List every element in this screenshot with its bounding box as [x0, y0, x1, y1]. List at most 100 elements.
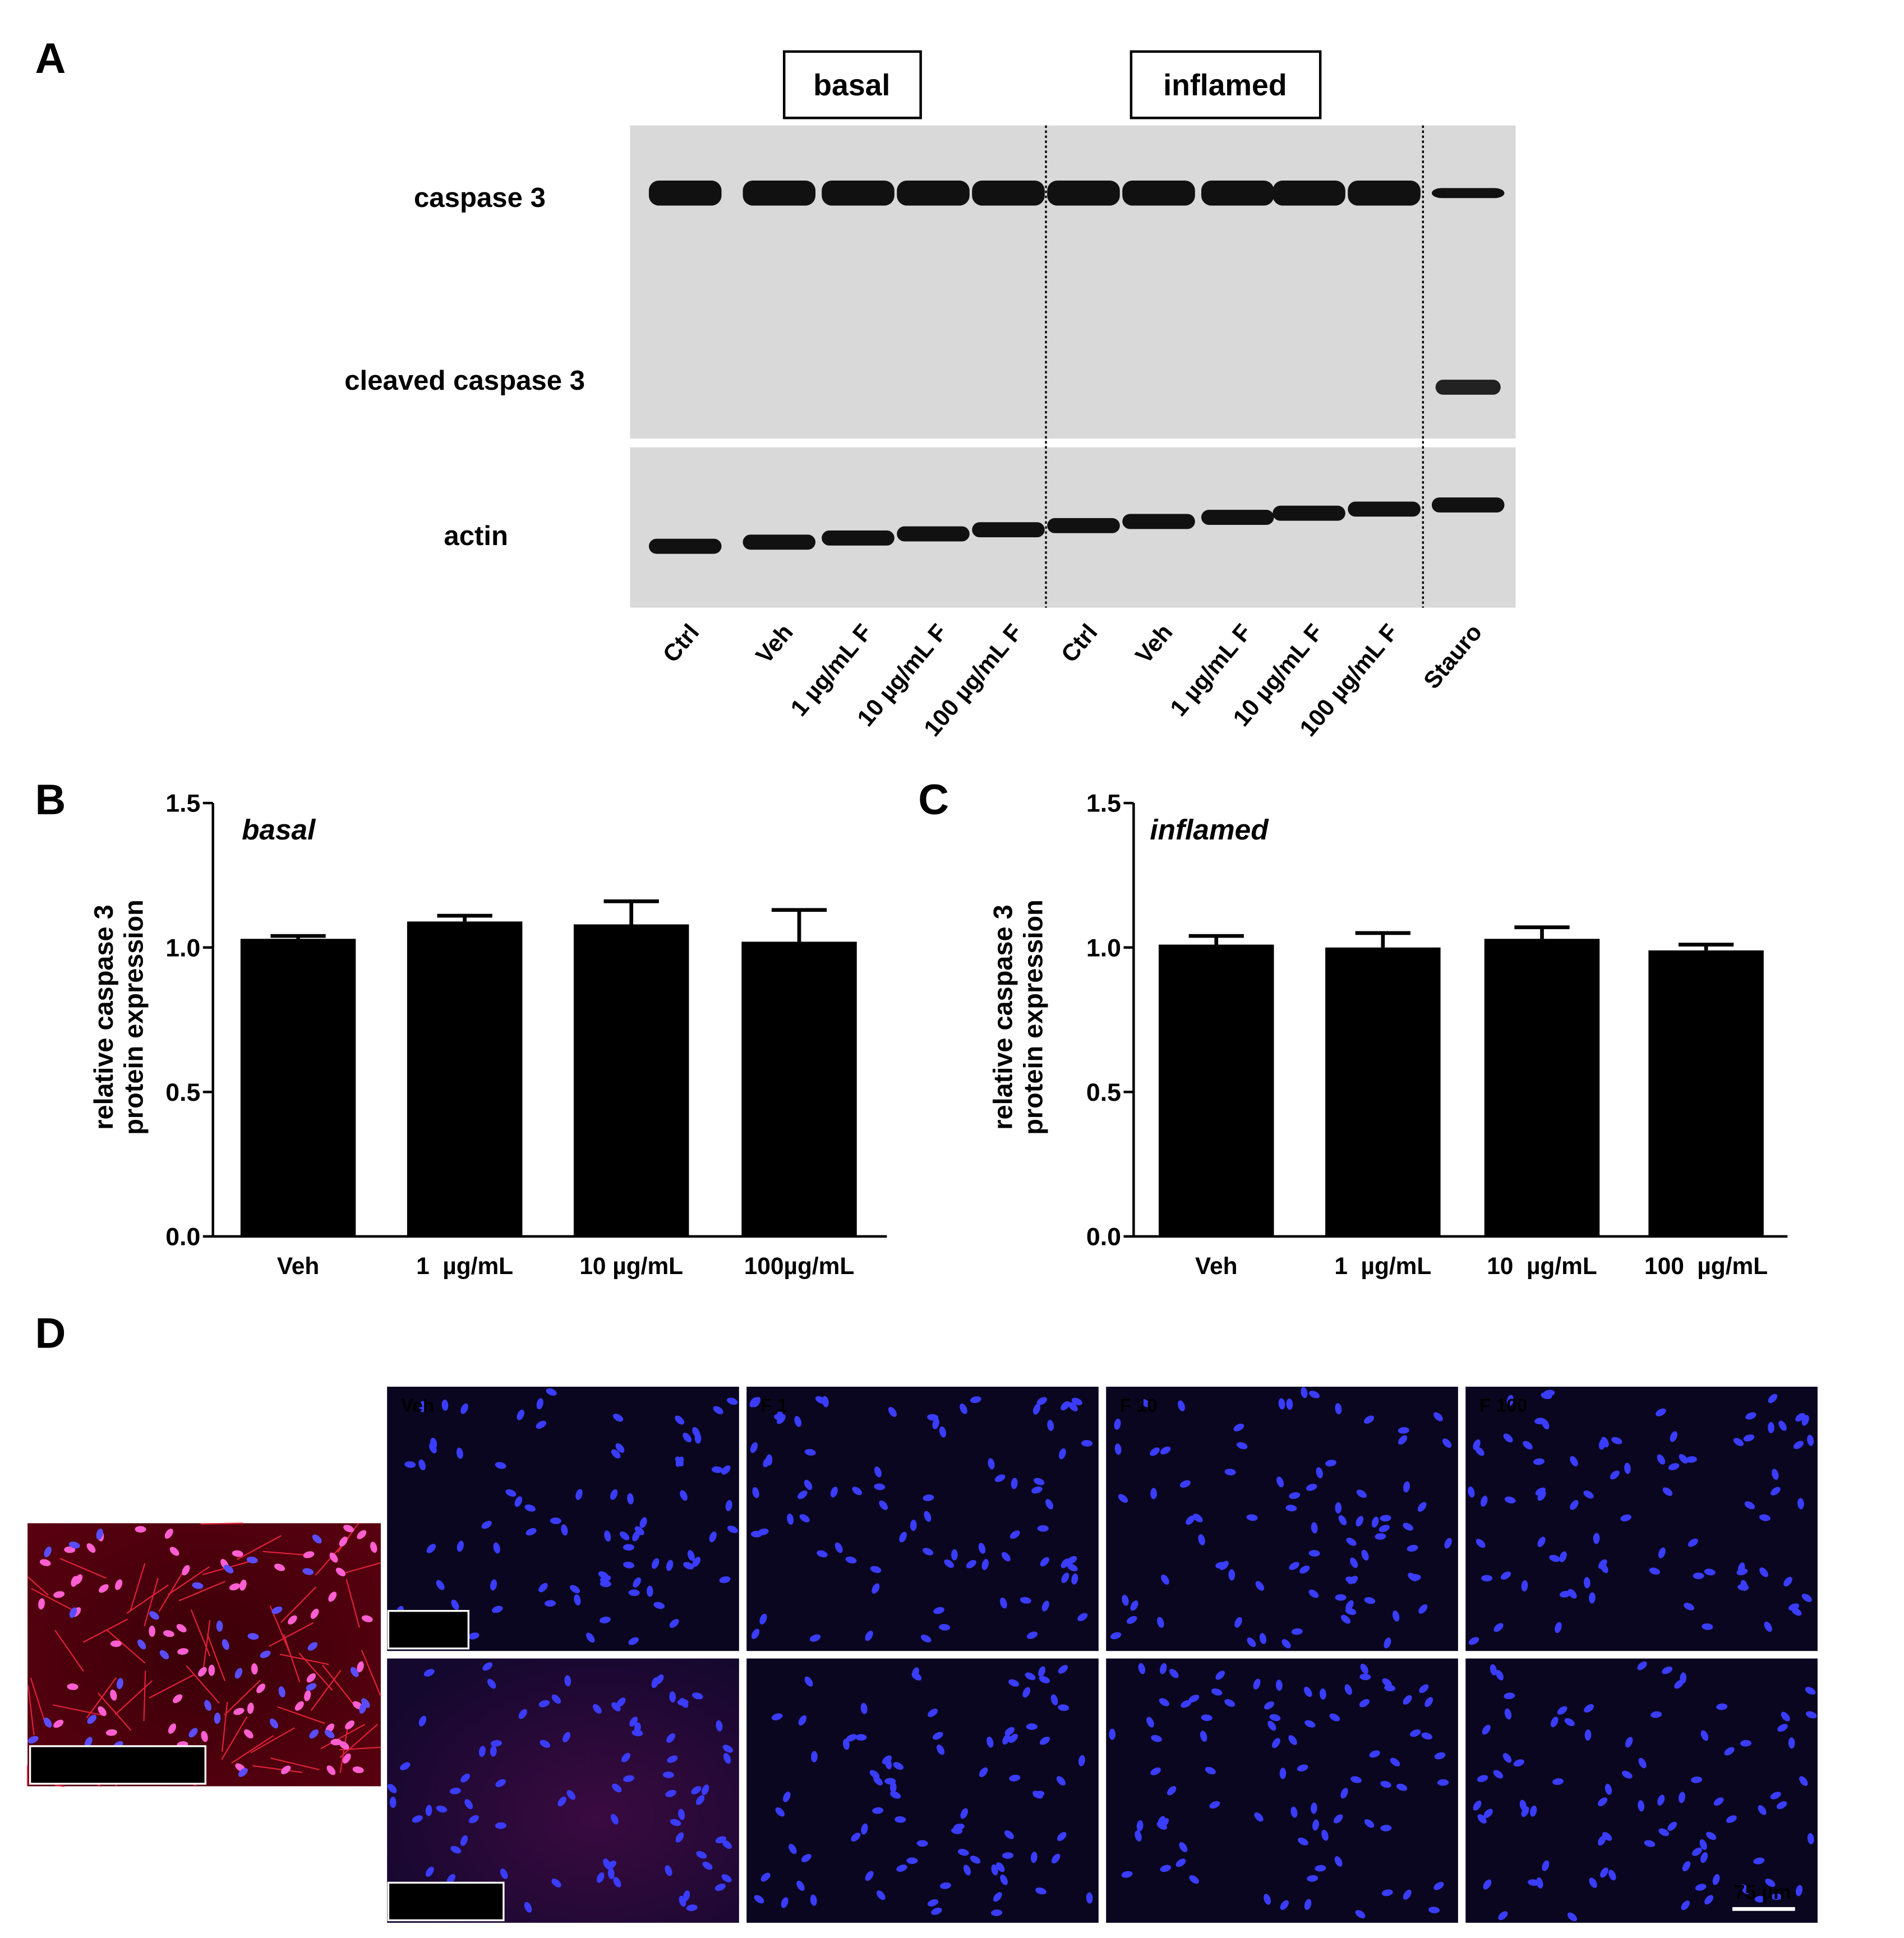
nucleus [970, 1856, 981, 1864]
nucleus [1704, 1895, 1714, 1905]
nucleus [1215, 1562, 1227, 1569]
nucleus [464, 1799, 473, 1810]
nucleus [1644, 1840, 1656, 1847]
nucleus [1086, 1892, 1093, 1904]
nucleus [701, 1784, 709, 1796]
nucleus [1272, 1738, 1280, 1748]
nucleus [168, 1723, 177, 1734]
nucleus [1109, 1728, 1116, 1740]
nucleus [1502, 1753, 1512, 1763]
nucleus [1247, 1637, 1256, 1648]
nucleus [71, 1576, 79, 1587]
nucleus [1253, 1678, 1261, 1690]
nucleus [958, 1849, 969, 1856]
band [1273, 505, 1345, 521]
nucleus [1304, 1720, 1316, 1728]
nucleus [963, 1865, 971, 1876]
nucleus [721, 1874, 732, 1882]
x-tick-label: 1 µg/mL [416, 1253, 513, 1279]
nucleus [865, 1871, 874, 1881]
nucleus [1200, 1731, 1207, 1742]
nucleus [1346, 1538, 1357, 1546]
nucleus [1008, 1679, 1020, 1687]
nucleus [182, 1565, 190, 1576]
nucleus [1598, 1797, 1608, 1807]
nucleus [1026, 1723, 1038, 1730]
nucleus [1201, 1714, 1213, 1722]
fiber [130, 1563, 146, 1612]
nucleus [610, 1489, 618, 1500]
nucleus [606, 1861, 616, 1870]
nucleus [669, 1619, 679, 1628]
nucleus [667, 1755, 678, 1763]
lane-label: Veh [750, 619, 798, 668]
nucleus [652, 1558, 660, 1569]
nucleus [996, 1862, 1005, 1872]
nucleus [570, 1585, 580, 1594]
image [1106, 1386, 1458, 1651]
nucleus [457, 1540, 464, 1552]
nucleus [906, 1857, 918, 1864]
nucleus [1188, 1695, 1200, 1702]
nucleus [1771, 1893, 1782, 1900]
fiber [270, 1757, 320, 1770]
nucleus [988, 1458, 995, 1470]
nucleus [1473, 1800, 1482, 1811]
nucleus [310, 1608, 319, 1619]
nucleus [1255, 1581, 1265, 1591]
nucleus [686, 1904, 698, 1912]
nucleus [1772, 1469, 1779, 1480]
group-label: inflamed [1163, 68, 1287, 102]
nucleus [1668, 1463, 1680, 1470]
fiber [190, 1609, 211, 1656]
nucleus [450, 1845, 462, 1854]
lane-label: Stauro [1418, 619, 1487, 694]
nucleus [1004, 1830, 1015, 1839]
nucleus [514, 1496, 523, 1507]
nucleus [1777, 1801, 1787, 1810]
y-tick-label: 0.5 [1086, 1079, 1121, 1106]
nucleus [855, 1734, 867, 1741]
nucleus [460, 1403, 468, 1414]
fiber [222, 1701, 228, 1752]
nucleus [1340, 1788, 1348, 1799]
nucleus [1035, 1887, 1046, 1895]
band [972, 522, 1045, 538]
nucleus [991, 1864, 998, 1876]
nucleus [1325, 1460, 1336, 1467]
nucleus [1301, 1387, 1308, 1399]
nucleus [1364, 1819, 1375, 1828]
nucleus [1234, 1617, 1242, 1628]
nucleus [1771, 1487, 1781, 1496]
nucleus [1246, 1514, 1258, 1521]
nucleus [1320, 1688, 1326, 1700]
nucleus [600, 1580, 611, 1588]
nucleus [468, 1632, 480, 1640]
x-tick-label: 1 µg/mL [1334, 1253, 1431, 1279]
nucleus [804, 1479, 813, 1491]
nucleus [281, 1765, 291, 1774]
band [648, 538, 722, 554]
nucleus [896, 1865, 907, 1872]
nucleus [1160, 1446, 1171, 1455]
nucleus [1169, 1669, 1179, 1678]
nucleus [1726, 1815, 1737, 1823]
nucleus [940, 1882, 952, 1889]
fiber [224, 1679, 261, 1716]
nucleus [1477, 1775, 1488, 1782]
nucleus [1700, 1852, 1708, 1863]
nucleus [993, 1892, 1002, 1902]
fiber [178, 1581, 225, 1602]
nucleus [593, 1704, 602, 1714]
panel-label: B [35, 776, 66, 824]
nucleus [666, 1559, 674, 1571]
nucleus [1602, 1832, 1612, 1841]
nucleus [1304, 1899, 1312, 1911]
nucleus [1624, 1462, 1631, 1474]
nucleus [759, 1613, 767, 1625]
band [743, 534, 816, 550]
nucleus [1189, 1875, 1199, 1884]
nucleus [1061, 1572, 1069, 1584]
nucleus [1209, 1801, 1220, 1809]
nucleus [1356, 1489, 1367, 1498]
